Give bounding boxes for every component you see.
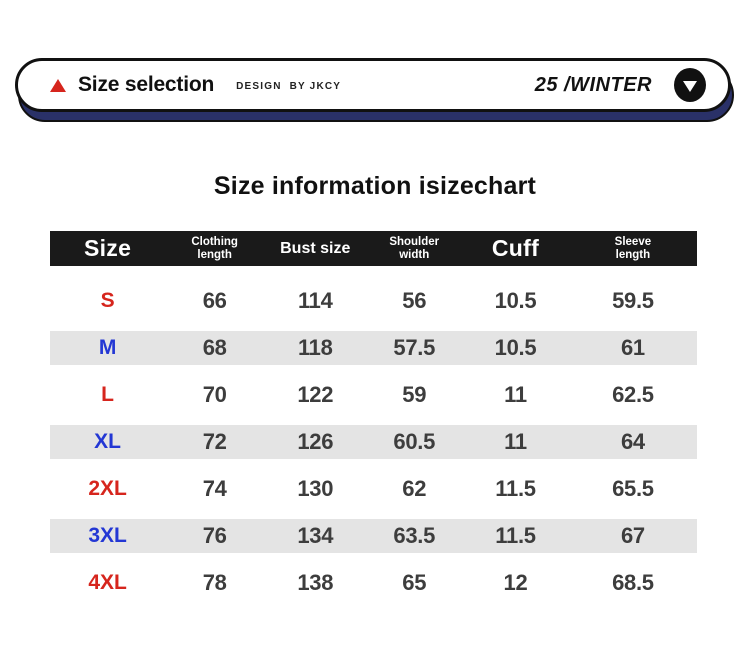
cell-value: 138 xyxy=(297,570,334,595)
cell-value: 10.5 xyxy=(494,335,537,360)
cell-value: 65 xyxy=(402,570,427,595)
triangle-up-icon xyxy=(50,78,66,92)
header-cell-cuff: Cuff xyxy=(491,235,540,261)
cell-value: 78 xyxy=(202,570,227,595)
cell-value: 72 xyxy=(202,429,227,454)
cell-value: 74 xyxy=(202,476,227,501)
cell-value: 10.5 xyxy=(494,288,537,313)
row-label: L xyxy=(101,383,114,406)
cell-value: 62 xyxy=(402,476,427,501)
cell-value: 63.5 xyxy=(393,523,436,548)
header-cell-size: Size xyxy=(83,235,132,261)
row-label: 2XL xyxy=(88,477,127,500)
table-row: S 66 114 56 10.5 59.5 xyxy=(50,284,697,318)
table-header-row: Size Clothing length Bust size Shoulder … xyxy=(50,231,697,266)
page-title: Size information isizechart xyxy=(213,172,537,200)
cell-value: 12 xyxy=(503,570,528,595)
cell-value: 57.5 xyxy=(393,335,436,360)
cell-value: 66 xyxy=(202,288,227,313)
header-cell-bust-size: Bust size xyxy=(280,239,351,257)
cell-value: 76 xyxy=(202,523,227,548)
size-table: Size Clothing length Bust size Shoulder … xyxy=(50,231,697,613)
row-label: 4XL xyxy=(88,571,127,594)
table-row: 3XL 76 134 63.5 11.5 67 xyxy=(50,519,697,553)
cell-value: 64 xyxy=(620,429,645,454)
cell-value: 60.5 xyxy=(393,429,436,454)
cell-value: 61 xyxy=(620,335,645,360)
row-label: S xyxy=(100,289,115,312)
cell-value: 62.5 xyxy=(612,382,654,407)
table-body: S 66 114 56 10.5 59.5 M 68 118 57.5 10.5… xyxy=(50,284,697,600)
cell-value: 59.5 xyxy=(612,288,654,313)
table-row: XL 72 126 60.5 11 64 xyxy=(50,425,697,459)
dropdown-circle-badge xyxy=(674,68,706,102)
cell-value: 68.5 xyxy=(612,570,654,595)
banner: Size selection DESIGN BY JKCY 25 /WINTER xyxy=(15,58,734,122)
triangle-down-icon xyxy=(683,80,697,92)
cell-value: 59 xyxy=(402,382,427,407)
banner-title: Size selection xyxy=(78,73,215,96)
cell-value: 130 xyxy=(297,476,334,501)
cell-value: 11 xyxy=(504,382,527,407)
season-label: 25 /WINTER xyxy=(534,73,652,96)
cell-value: 65.5 xyxy=(612,476,654,501)
cell-value: 122 xyxy=(297,382,334,407)
cell-value: 114 xyxy=(297,288,333,313)
header-cell-shoulder-width: Shoulder width xyxy=(389,235,440,261)
row-label: M xyxy=(98,336,117,359)
row-label: XL xyxy=(94,430,121,453)
cell-value: 11 xyxy=(504,429,527,454)
header-cell-sleeve-length: Sleeve length xyxy=(614,235,652,261)
cell-value: 56 xyxy=(402,288,427,313)
table-row: 2XL 74 130 62 11.5 65.5 xyxy=(50,472,697,506)
table-row: L 70 122 59 11 62.5 xyxy=(50,378,697,412)
cell-value: 134 xyxy=(297,523,334,548)
cell-value: 67 xyxy=(620,523,645,548)
cell-value: 11.5 xyxy=(495,523,536,548)
design-credit-label: DESIGN BY JKCY xyxy=(236,81,342,92)
banner-pill: Size selection DESIGN BY JKCY 25 /WINTER xyxy=(15,58,731,112)
cell-value: 11.5 xyxy=(495,476,536,501)
cell-value: 68 xyxy=(202,335,227,360)
table-row: 4XL 78 138 65 12 68.5 xyxy=(50,566,697,600)
table-row: M 68 118 57.5 10.5 61 xyxy=(50,331,697,365)
cell-value: 126 xyxy=(297,429,334,454)
row-label: 3XL xyxy=(88,524,127,547)
cell-value: 118 xyxy=(297,335,333,360)
cell-value: 70 xyxy=(202,382,227,407)
header-cell-clothing-length: Clothing length xyxy=(191,235,238,261)
